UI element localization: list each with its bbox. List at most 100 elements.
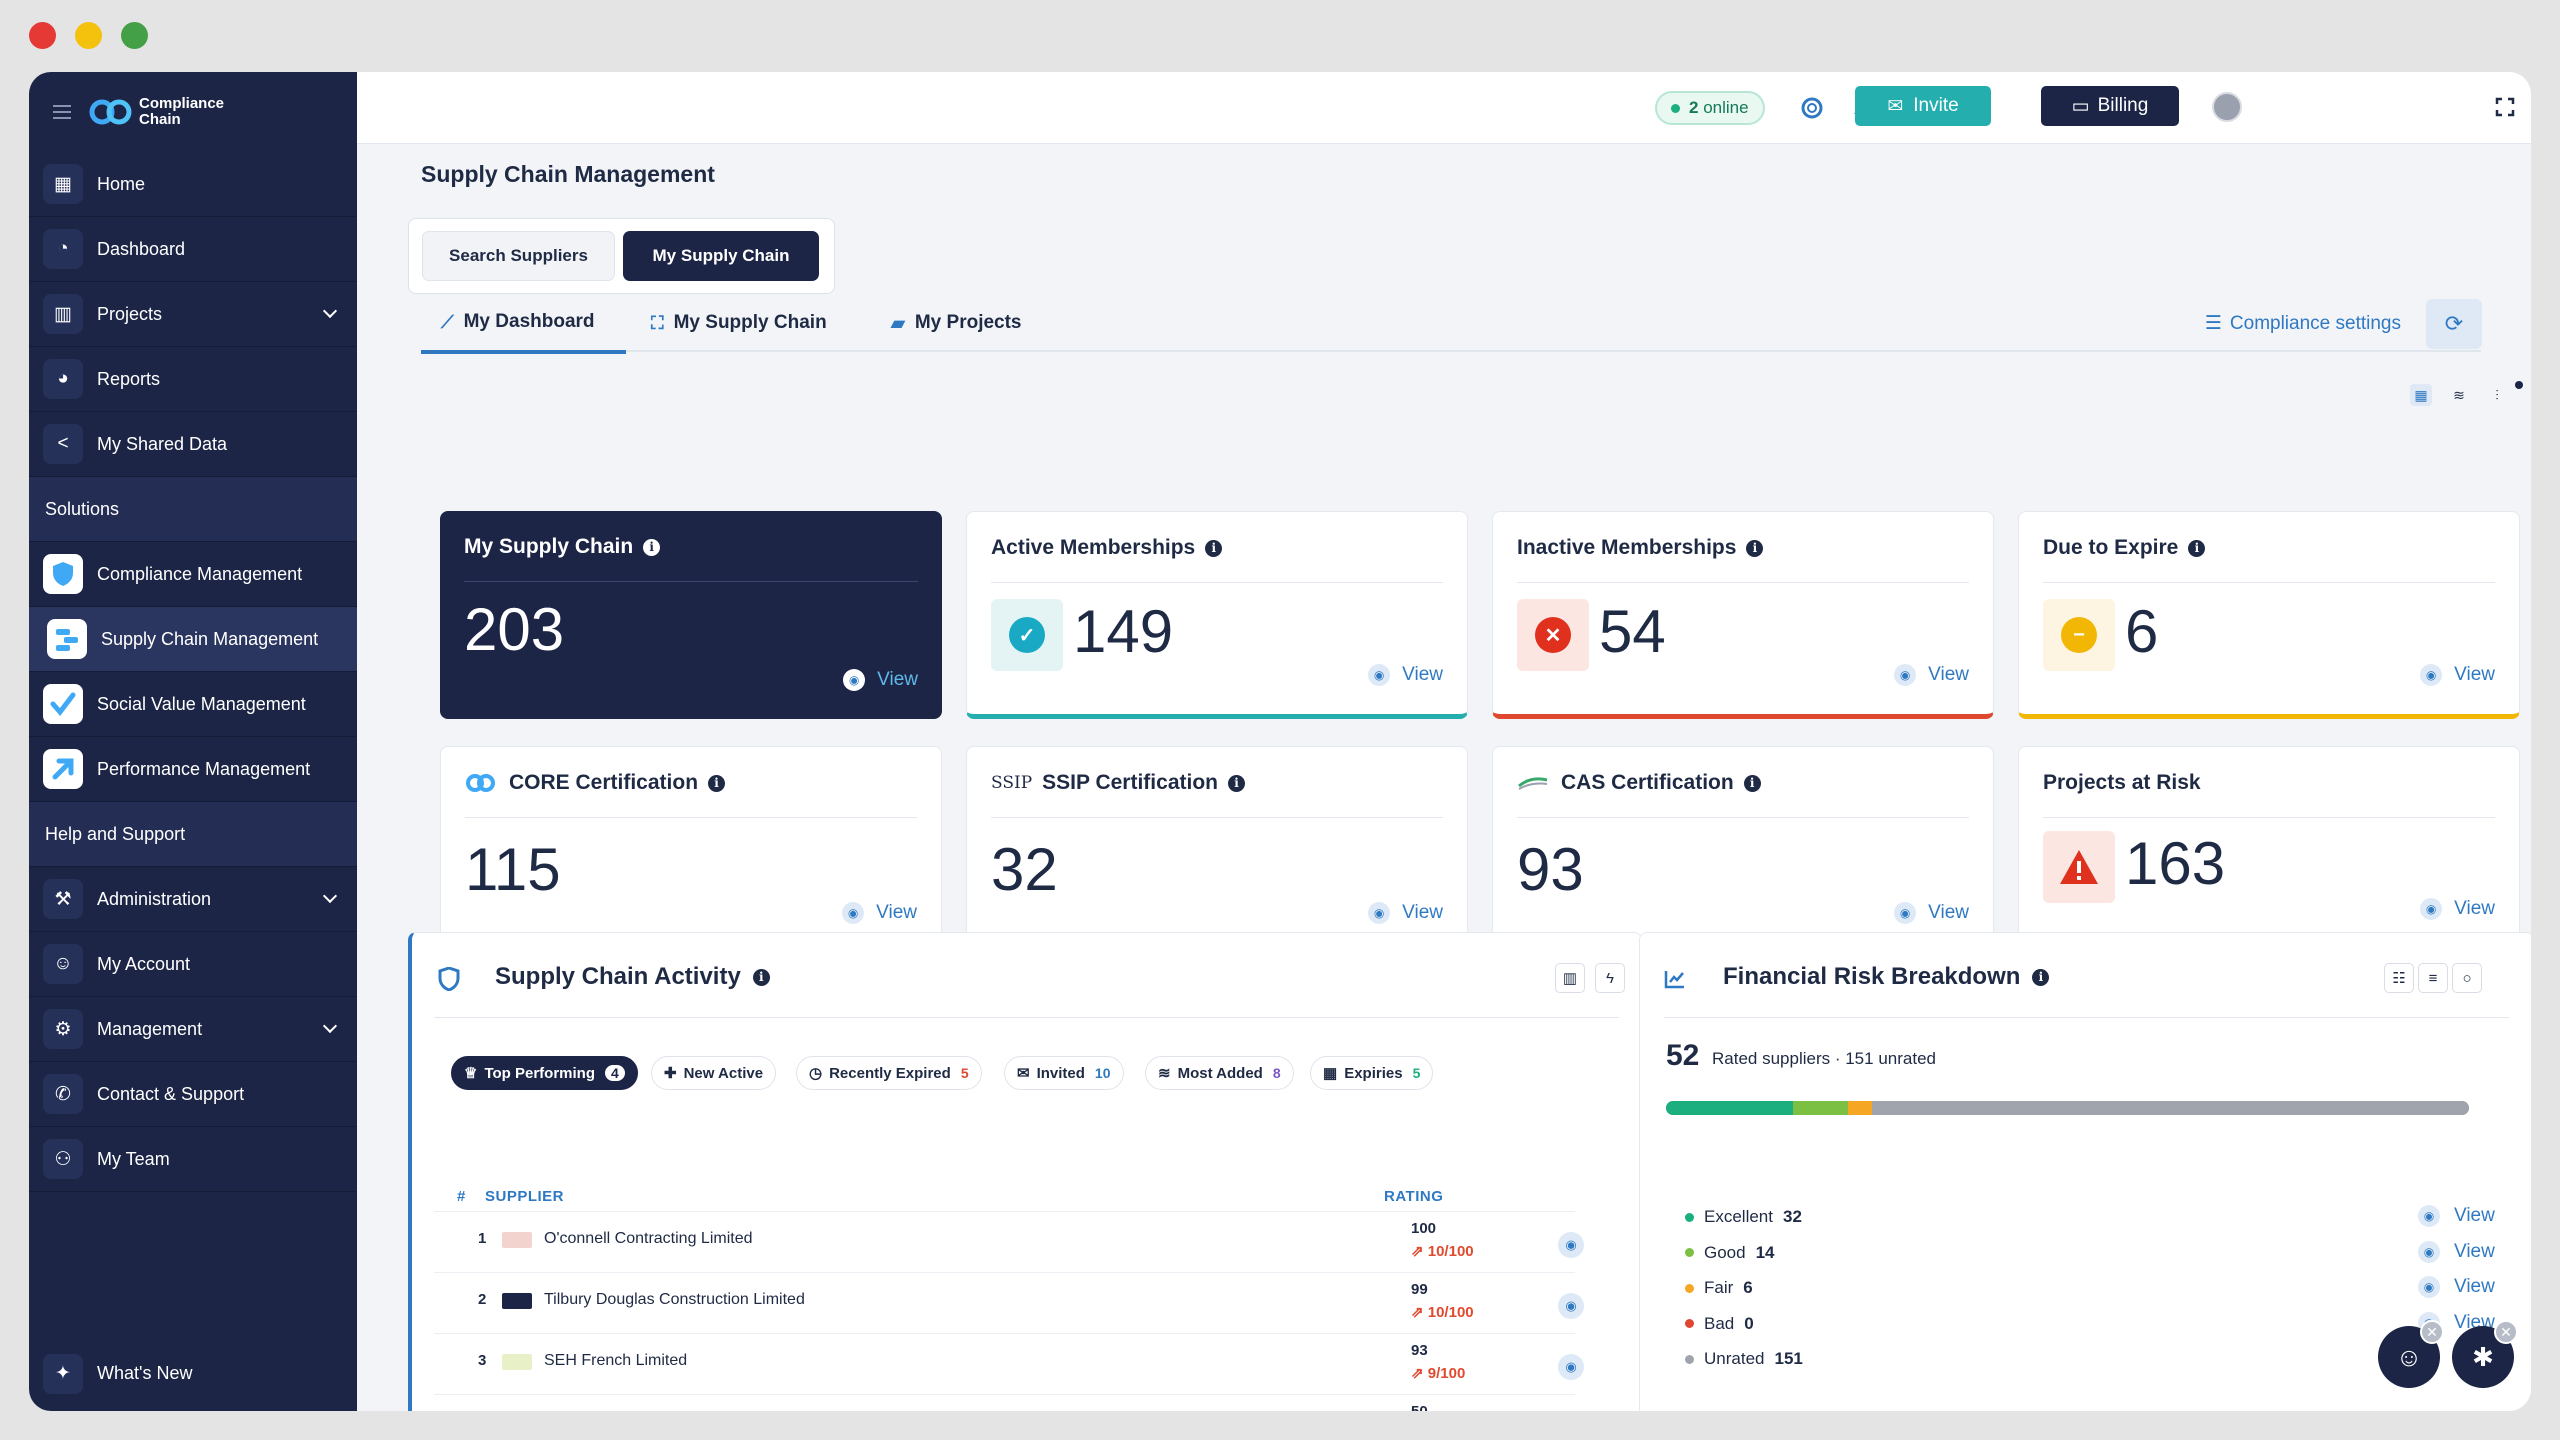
chip-icon: ≋ bbox=[1158, 1065, 1171, 1082]
sidebar-item-label: Home bbox=[97, 173, 146, 194]
core-logo-icon bbox=[466, 774, 495, 792]
view-link[interactable]: ◉ View bbox=[843, 669, 918, 691]
close-window-button[interactable] bbox=[29, 22, 56, 49]
my-supply-chain-toggle[interactable]: My Supply Chain bbox=[623, 231, 819, 281]
table-row[interactable]: 2 Tilbury Douglas Construction Limited 99 ⇗… bbox=[434, 1272, 1584, 1333]
tab-label: My Supply Chain bbox=[673, 312, 827, 333]
filter-chip[interactable]: ✚ New Active bbox=[651, 1056, 777, 1090]
supplier-name[interactable]: Tilbury Douglas Construction Limited bbox=[544, 1291, 805, 1308]
chart-view-icon[interactable]: ⫶ bbox=[2495, 386, 2499, 403]
sidebar-item-compliance-management[interactable]: Compliance Management bbox=[29, 542, 357, 607]
card-value: 54 bbox=[1599, 598, 1666, 665]
refresh-button[interactable]: ⟳ bbox=[2426, 299, 2482, 349]
supplier-name[interactable]: O'connell Contracting Limited bbox=[544, 1230, 753, 1247]
fullscreen-icon[interactable] bbox=[2495, 97, 2515, 117]
bug-report-button[interactable]: ✱ ✕ bbox=[2452, 1320, 2518, 1388]
view-link[interactable]: ◉ View bbox=[2418, 1205, 2495, 1227]
rating-score: 100 bbox=[1411, 1220, 1437, 1237]
inactive-status-icon: ✕ bbox=[1517, 599, 1589, 671]
search-suppliers-toggle[interactable]: Search Suppliers bbox=[422, 231, 615, 281]
view-link[interactable]: ◉ View bbox=[1368, 664, 1443, 686]
online-status-badge[interactable]: 2 online bbox=[1655, 91, 1765, 125]
sidebar-item-my-team[interactable]: ⚇ My Team bbox=[29, 1127, 357, 1192]
row-number: 1 bbox=[478, 1230, 487, 1247]
table-row[interactable]: 4Robertson Group50⇗ 5/100◉ bbox=[434, 1394, 1575, 1411]
filter-chip[interactable]: ✉ Invited 10 bbox=[1004, 1056, 1124, 1090]
layers-view-icon[interactable]: ≋ bbox=[2453, 386, 2465, 403]
sidebar-item-label: Reports bbox=[97, 368, 161, 389]
view-link[interactable]: ◉ View bbox=[1368, 902, 1443, 924]
sidebar-item-whats-new[interactable]: ✦ What's New bbox=[29, 1341, 357, 1406]
trend-icon: ⇗ bbox=[1411, 1304, 1428, 1321]
sidebar-item-dashboard[interactable]: ◔ Dashboard bbox=[29, 217, 357, 282]
filter-chip[interactable]: ≋ Most Added 8 bbox=[1145, 1056, 1294, 1090]
view-link[interactable]: ◉ View bbox=[842, 902, 917, 924]
table-row[interactable]: 3 SEH French Limited 93 ⇗ 9/100 ◉ bbox=[434, 1333, 1584, 1394]
shield-icon bbox=[43, 554, 83, 594]
view-link[interactable]: ◉ View bbox=[2420, 664, 2495, 686]
rating-score: 50 bbox=[1411, 1403, 1428, 1411]
sidebar-section-help: Help and Support bbox=[29, 802, 357, 867]
sidebar-item-reports[interactable]: ◕ Reports bbox=[29, 347, 357, 412]
sidebar-item-social-value-management[interactable]: Social Value Management bbox=[29, 672, 357, 737]
table-view-icon[interactable]: ▥ bbox=[1555, 963, 1585, 993]
sidebar-item-home[interactable]: ▦ Home bbox=[29, 152, 357, 217]
minimize-window-button[interactable] bbox=[75, 22, 102, 49]
risk-bar-segment bbox=[1666, 1101, 1793, 1115]
sidebar-item-projects[interactable]: ▥ Projects bbox=[29, 282, 357, 347]
supplier-logo bbox=[502, 1293, 532, 1309]
sidebar-item-administration[interactable]: ⚒ Administration bbox=[29, 867, 357, 932]
eye-icon: ◉ bbox=[2418, 1205, 2440, 1227]
sidebar-item-shared-data[interactable]: < My Shared Data bbox=[29, 412, 357, 477]
view-label: View bbox=[2454, 898, 2495, 919]
avatar[interactable] bbox=[2212, 92, 2242, 122]
eye-icon[interactable]: ◉ bbox=[1558, 1293, 1584, 1319]
view-label: View bbox=[2454, 1276, 2495, 1297]
menu-icon[interactable] bbox=[53, 105, 71, 119]
align-view-icon[interactable]: ≡ bbox=[2418, 963, 2448, 993]
sidebar-item-supply-chain-management[interactable]: Supply Chain Management bbox=[29, 607, 357, 672]
eye-icon[interactable]: ◉ bbox=[1558, 1354, 1584, 1380]
chip-label: New Active bbox=[683, 1064, 764, 1082]
tab-my-supply-chain[interactable]: ⛶ My Supply Chain bbox=[651, 294, 827, 352]
invite-button[interactable]: ✉ Invite bbox=[1855, 86, 1991, 126]
card-title-text: My Supply Chain bbox=[464, 535, 634, 558]
view-link[interactable]: ◉ View bbox=[2420, 898, 2495, 920]
legend-dot bbox=[1685, 1248, 1694, 1257]
billing-button[interactable]: ▭ Billing bbox=[2041, 86, 2179, 126]
sidebar-item-contact-support[interactable]: ✆ Contact & Support bbox=[29, 1062, 357, 1127]
maximize-window-button[interactable] bbox=[121, 22, 148, 49]
info-icon: i bbox=[1746, 539, 1764, 557]
close-icon[interactable]: ✕ bbox=[2420, 1320, 2444, 1344]
eye-icon[interactable]: ◉ bbox=[1558, 1232, 1584, 1258]
view-link[interactable]: ◉ View bbox=[2418, 1276, 2495, 1298]
compliance-settings-link[interactable]: ☰ Compliance settings bbox=[2205, 312, 2401, 335]
view-link[interactable]: ◉ View bbox=[2418, 1240, 2495, 1263]
online-count: 2 bbox=[1689, 98, 1699, 117]
rating-trend: ⇗ 10/100 bbox=[1411, 1303, 1474, 1321]
filter-chip[interactable]: ♕ Top Performing 4 bbox=[451, 1056, 638, 1090]
brand-name: Compliance Chain bbox=[139, 95, 225, 128]
tab-my-projects[interactable]: ▰ My Projects bbox=[891, 294, 1022, 352]
sidebar-item-performance-management[interactable]: Performance Management bbox=[29, 737, 357, 802]
filter-chip[interactable]: ◷ Recently Expired 5 bbox=[796, 1056, 982, 1090]
sidebar-item-management[interactable]: ⚙ Management bbox=[29, 997, 357, 1062]
donut-view-icon[interactable]: ○ bbox=[2452, 963, 2482, 993]
tab-bar: ⟋ My Dashboard ⛶ My Supply Chain ▰ My Proje… bbox=[421, 294, 2481, 354]
bolt-icon[interactable]: ϟ bbox=[1595, 963, 1625, 993]
table-row[interactable]: 1 O'connell Contracting Limited 100 ⇗ 10/10… bbox=[434, 1211, 1584, 1272]
grid-view-icon[interactable]: ▦ bbox=[2410, 384, 2432, 406]
list-view-icon[interactable]: ☷ bbox=[2384, 963, 2414, 993]
info-icon: i bbox=[1227, 774, 1245, 792]
card-title: CORE Certification i bbox=[465, 771, 726, 795]
tab-my-dashboard[interactable]: ⟋ My Dashboard bbox=[421, 294, 626, 354]
view-link[interactable]: ◉ View bbox=[1894, 902, 1969, 924]
card-value: 203 bbox=[464, 596, 565, 663]
lifebuoy-icon[interactable] bbox=[1801, 97, 1823, 119]
supplier-name[interactable]: SEH French Limited bbox=[544, 1352, 688, 1369]
feedback-button[interactable]: ☺ ✕ bbox=[2378, 1320, 2444, 1388]
view-link[interactable]: ◉ View bbox=[1894, 664, 1969, 686]
close-icon[interactable]: ✕ bbox=[2494, 1320, 2518, 1344]
sidebar-item-my-account[interactable]: ☺ My Account bbox=[29, 932, 357, 997]
filter-chip[interactable]: ▦ Expiries 5 bbox=[1310, 1056, 1434, 1090]
